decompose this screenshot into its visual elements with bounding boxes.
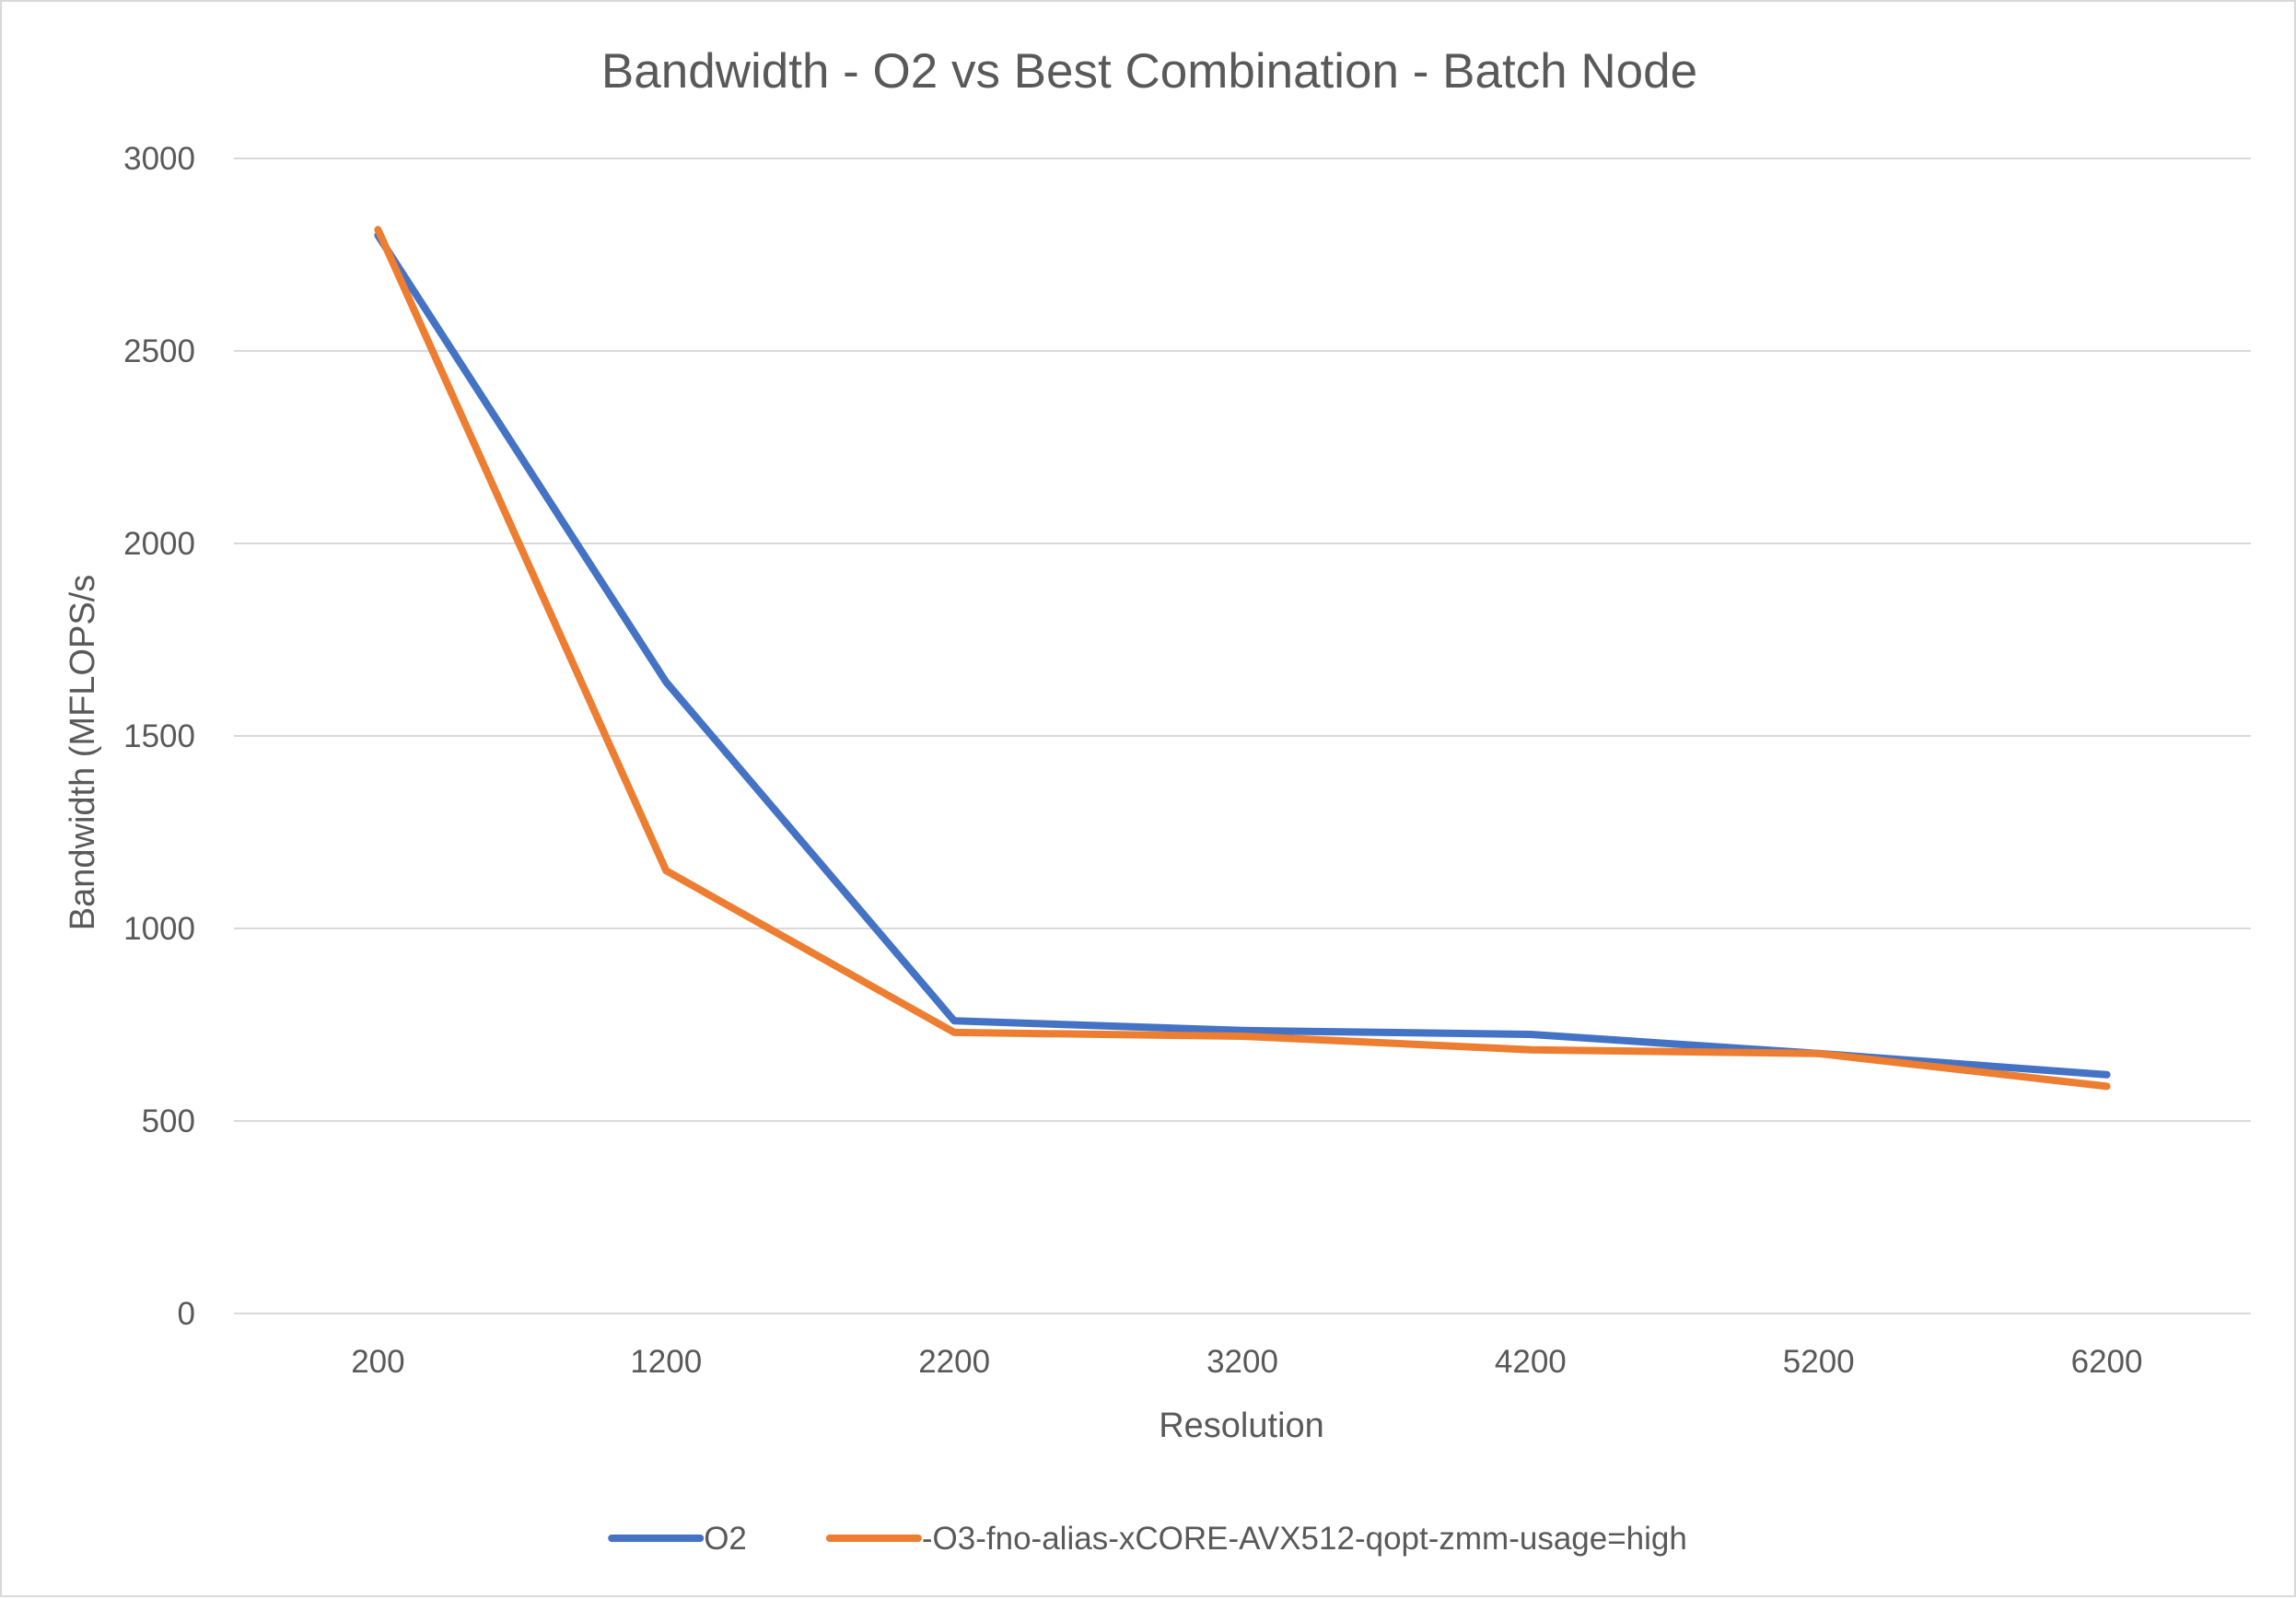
x-tick-label: 1200 bbox=[630, 1344, 702, 1380]
series-line-2 bbox=[374, 226, 2111, 1091]
series-lines bbox=[374, 226, 2111, 1091]
legend-label: -O3-fno-alias-xCORE-AVX512-qopt-zmm-usag… bbox=[922, 1521, 1687, 1557]
y-axis-tick-labels: 0 500 1000 1500 2000 2500 3000 bbox=[123, 141, 195, 1332]
legend: O2 -O3-fno-alias-xCORE-AVX512-qopt-zmm-us… bbox=[608, 1521, 1687, 1557]
x-axis-tick-labels: 200 1200 2200 3200 4200 5200 6200 bbox=[351, 1344, 2142, 1380]
y-tick-label: 3000 bbox=[123, 141, 195, 177]
y-tick-label: 500 bbox=[142, 1103, 195, 1139]
x-tick-label: 200 bbox=[351, 1344, 404, 1380]
chart-title: Bandwidth - O2 vs Best Combination - Bat… bbox=[601, 44, 1697, 99]
y-tick-label: 2000 bbox=[123, 526, 195, 562]
y-tick-label: 0 bbox=[178, 1296, 195, 1332]
y-tick-label: 2500 bbox=[123, 333, 195, 369]
y-tick-label: 1500 bbox=[123, 718, 195, 754]
x-tick-label: 3200 bbox=[1206, 1344, 1278, 1380]
gridlines bbox=[234, 158, 2251, 1314]
legend-item-1: O2 bbox=[608, 1521, 747, 1557]
series-line-1 bbox=[374, 231, 2111, 1079]
y-tick-label: 1000 bbox=[123, 911, 195, 947]
legend-label: O2 bbox=[704, 1521, 747, 1557]
x-tick-label: 6200 bbox=[2071, 1344, 2143, 1380]
x-tick-label: 2200 bbox=[918, 1344, 990, 1380]
x-tick-label: 5200 bbox=[1783, 1344, 1855, 1380]
x-tick-label: 4200 bbox=[1495, 1344, 1567, 1380]
x-axis-title: Resolution bbox=[1159, 1406, 1324, 1445]
y-axis-title: Bandwidth (MFLOPS/s bbox=[64, 575, 102, 930]
legend-item-2: -O3-fno-alias-xCORE-AVX512-qopt-zmm-usag… bbox=[825, 1521, 1687, 1557]
